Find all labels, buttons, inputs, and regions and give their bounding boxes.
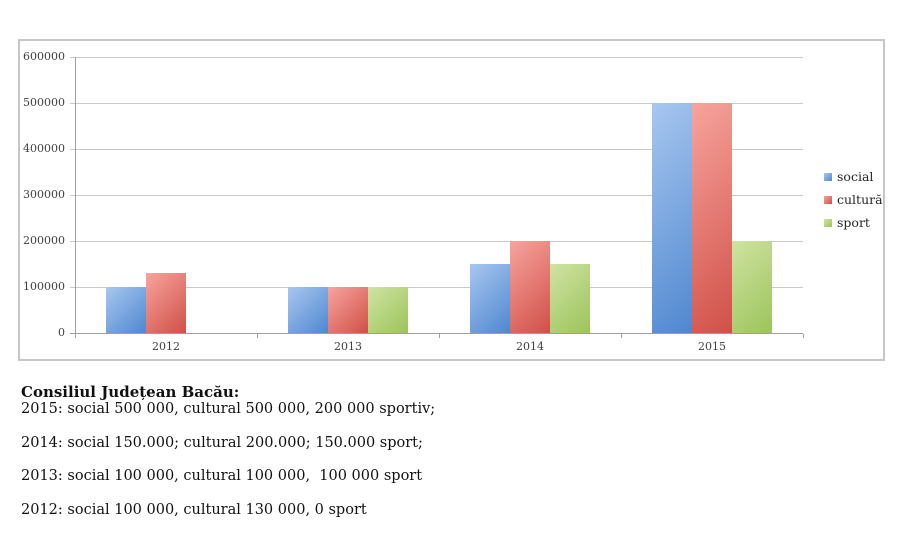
- bar-sport-2015: [732, 241, 772, 333]
- caption-block: Consiliul Județean Bacău: 2015: social 5…: [21, 383, 641, 535]
- y-tick-label: 400000: [23, 142, 65, 155]
- gridline: [70, 103, 803, 104]
- legend-label: social: [837, 169, 874, 184]
- y-axis-line: [75, 57, 76, 334]
- y-tick-label: 300000: [23, 188, 65, 201]
- caption-line-2014: 2014: social 150.000; cultural 200.000; …: [21, 434, 423, 451]
- legend-swatch-icon: [824, 173, 832, 181]
- legend-item-sport: sport: [824, 215, 883, 231]
- bar-sport-2013: [368, 287, 408, 333]
- caption-heading: Consiliul Județean Bacău:: [21, 383, 240, 401]
- caption-line-2015: 2015: social 500 000, cultural 500 000, …: [21, 401, 436, 417]
- bar-sport-2014: [550, 264, 590, 333]
- gridline: [70, 57, 803, 58]
- x-tick: [75, 334, 76, 338]
- bar-chart: 0 100000 200000 300000 400000 500000 600000 20…: [18, 39, 885, 361]
- legend-label: cultură: [837, 192, 883, 207]
- x-axis-line: [70, 333, 803, 334]
- x-tick: [439, 334, 440, 338]
- y-tick-label: 200000: [23, 234, 65, 247]
- bar-social-2012: [106, 287, 146, 333]
- y-tick-label: 500000: [23, 96, 65, 109]
- gridline: [70, 287, 803, 288]
- legend-swatch-icon: [824, 196, 832, 204]
- x-tick: [621, 334, 622, 338]
- bar-cultură-2013: [328, 287, 368, 333]
- bar-cultură-2015: [692, 103, 732, 333]
- x-category-label: 2015: [698, 340, 726, 353]
- bar-social-2013: [288, 287, 328, 333]
- caption-line-2013: 2013: social 100 000, cultural 100 000, …: [21, 468, 423, 484]
- bar-social-2014: [470, 264, 510, 333]
- legend-label: sport: [837, 215, 870, 230]
- x-tick: [803, 334, 804, 338]
- bar-social-2015: [652, 103, 692, 333]
- caption-line-2012: 2012: social 100 000, cultural 130 000, …: [21, 501, 367, 518]
- gridline: [70, 195, 803, 196]
- gridline: [70, 149, 803, 150]
- legend-item-cultură: cultură: [824, 192, 883, 208]
- gridline: [70, 241, 803, 242]
- x-category-label: 2013: [334, 340, 362, 353]
- x-category-label: 2012: [152, 340, 180, 353]
- legend-swatch-icon: [824, 219, 832, 227]
- legend: social cultură sport: [824, 169, 883, 238]
- legend-item-social: social: [824, 169, 883, 185]
- y-tick-label: 0: [58, 326, 65, 339]
- y-tick-label: 100000: [23, 280, 65, 293]
- y-tick-label: 600000: [23, 50, 65, 63]
- x-category-label: 2014: [516, 340, 544, 353]
- bar-cultură-2014: [510, 241, 550, 333]
- x-tick: [257, 334, 258, 338]
- bar-cultură-2012: [146, 273, 186, 333]
